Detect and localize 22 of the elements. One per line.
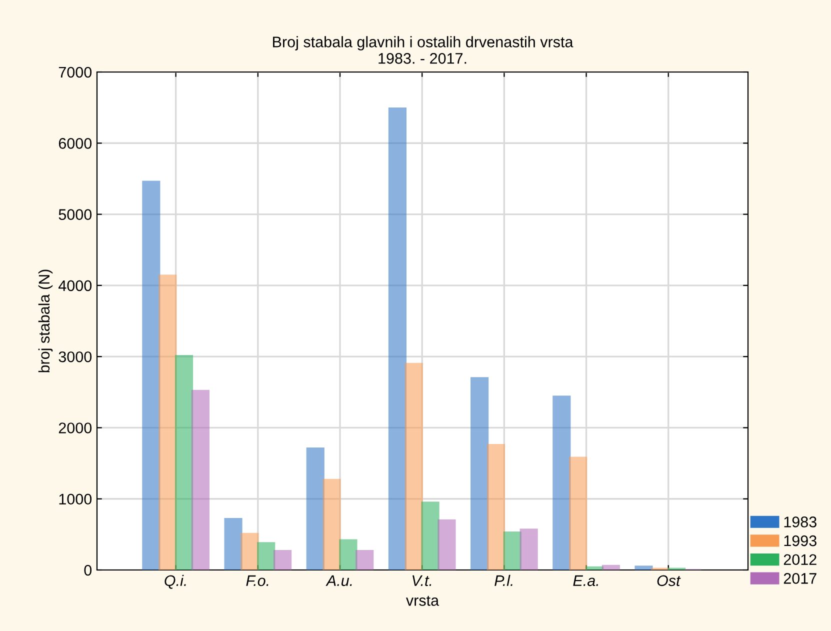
legend-label: 2017 (784, 573, 816, 584)
x-tick-label: V.t. (412, 575, 432, 586)
y-tick-label: 6000 (58, 138, 92, 149)
y-tick-label: 4000 (58, 280, 92, 292)
legend-label: 1993 (784, 535, 816, 546)
x-tick-label: E.a. (573, 575, 598, 586)
y-axis-title: broj stabala (N) (38, 270, 53, 372)
x-tick-label: A.u. (326, 575, 352, 586)
y-tick-label: 5000 (58, 209, 92, 220)
y-tick-label: 2000 (58, 422, 92, 434)
x-axis-title: vrsta (406, 596, 440, 606)
x-tick-label: F.o. (246, 575, 268, 586)
legend-label: 1983 (784, 516, 816, 528)
x-tick-label: Q.i. (164, 574, 186, 589)
x-tick-label: P.l. (494, 574, 512, 586)
y-tick-label: 7000 (58, 66, 92, 78)
chart-title: Broj stabala glavnih i ostalih drvenastih vrsta 1983. - 2017. (273, 36, 574, 64)
y-tick-label: 3000 (58, 351, 92, 362)
legend-label: 2012 (784, 554, 816, 566)
y-tick-label: 1000 (59, 494, 92, 505)
x-tick-label: Ost (657, 575, 681, 586)
y-tick-label: 0 (84, 564, 92, 576)
